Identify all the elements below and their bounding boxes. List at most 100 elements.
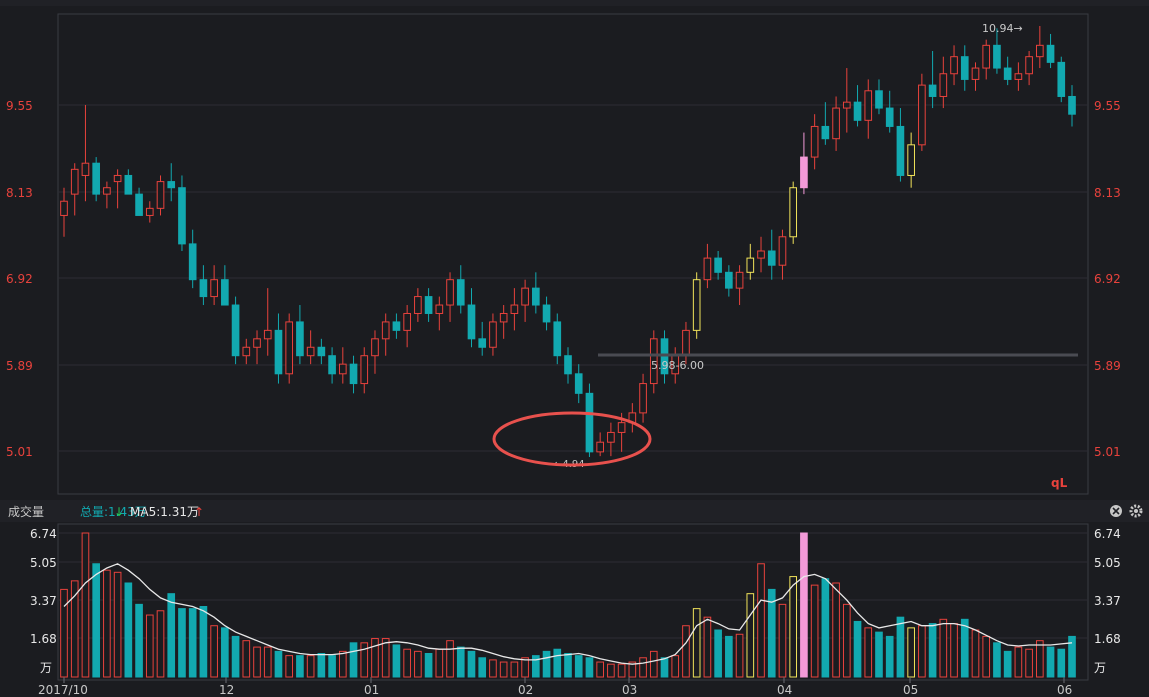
volume-bar [971, 629, 980, 678]
candle-body [371, 338, 379, 357]
volume-bar [1057, 648, 1066, 678]
volume-bar [1068, 635, 1076, 678]
candle-body [60, 200, 68, 216]
volume-tick-right: 6.74 [1094, 527, 1121, 541]
volume-bar [103, 569, 111, 678]
up-arrow-icon: ↑ [194, 505, 204, 519]
candle-body [349, 363, 358, 385]
price-axis-left: 9.55 8.13 6.92 5.89 5.01 [6, 99, 33, 459]
volume-bar [671, 655, 680, 678]
volume-bar [274, 650, 283, 678]
volume-bar [1036, 640, 1044, 678]
candle-body [510, 304, 519, 314]
price-tick-left: 6.92 [6, 272, 33, 286]
candle-body [885, 107, 894, 127]
volume-bar [510, 661, 519, 678]
candle-body [467, 304, 476, 340]
candle-body [542, 304, 551, 323]
volume-bar [574, 655, 583, 678]
candle-body [982, 44, 991, 69]
volume-bar [156, 610, 165, 678]
candle-body [360, 355, 369, 385]
volume-bar [446, 640, 454, 678]
volume-bar [767, 588, 776, 678]
candle-body [1046, 44, 1055, 63]
x-tick: 2017/10 [38, 683, 88, 697]
candle-body [810, 125, 819, 158]
candle-body [692, 279, 701, 331]
volume-bar [371, 638, 379, 678]
volume-bar [778, 603, 787, 678]
price-grid [58, 104, 1088, 452]
candle-body [521, 287, 529, 306]
volume-tick-right: 1.68 [1094, 632, 1121, 646]
candle-body [896, 125, 905, 176]
volume-bar [145, 614, 154, 678]
volume-total-label: 总量:1.43万 [80, 505, 147, 519]
volume-bar [231, 635, 240, 678]
candle-body [210, 279, 218, 298]
low-highlight-circle [492, 411, 652, 467]
volume-bar [757, 563, 765, 678]
candle-body [317, 346, 326, 357]
candle-body [92, 162, 100, 195]
candle-body [242, 346, 251, 357]
gear-icon[interactable] [1129, 504, 1143, 518]
candle-body [918, 84, 926, 146]
volume-bar [414, 650, 422, 678]
volume-bar [199, 605, 208, 678]
candle-body [135, 193, 143, 216]
close-icon[interactable] [1110, 505, 1122, 517]
volume-bar [596, 661, 604, 678]
volume-unit-left: 万 [40, 661, 52, 675]
x-tick-marks [63, 677, 1065, 683]
volume-bar [1025, 648, 1033, 678]
volume-bar [306, 655, 315, 678]
candle-body [1057, 61, 1066, 97]
candle-body [585, 392, 594, 453]
candle-body [532, 287, 540, 306]
volume-panel-frame [57, 523, 1089, 681]
candle-body [178, 187, 186, 245]
volume-bar [907, 627, 915, 678]
candle-body [757, 250, 765, 259]
volume-bar [392, 644, 401, 678]
price-tick-right: 8.13 [1094, 186, 1121, 200]
volume-bar [735, 633, 744, 678]
price-tick-left: 8.13 [6, 186, 33, 200]
price-tick-left: 9.55 [6, 99, 33, 113]
volume-bar [349, 642, 358, 678]
candle-body [263, 329, 272, 340]
volume-bar [60, 588, 68, 678]
candle-body [478, 338, 487, 348]
candle-body [746, 257, 755, 273]
volume-bar [628, 661, 637, 678]
volume-bar [242, 640, 251, 678]
volume-bar [960, 618, 969, 678]
candle-body [596, 441, 604, 453]
candle-body [274, 329, 283, 375]
volume-tick-left: 3.37 [30, 594, 57, 608]
volume-bar [210, 625, 218, 678]
volume-tick-left: 6.74 [30, 527, 57, 541]
candle-body [199, 279, 208, 298]
volume-bar [135, 603, 143, 678]
candle-body [907, 144, 915, 176]
volume-bar [92, 563, 100, 678]
candle-body [167, 181, 176, 189]
price-tick-right: 5.89 [1094, 359, 1121, 373]
volume-bar [263, 646, 272, 678]
volume-bar [317, 652, 326, 678]
volume-bar [167, 593, 176, 678]
x-tick: 06 [1057, 683, 1072, 697]
candle-body [145, 207, 154, 216]
candle-body [553, 321, 562, 357]
volume-unit-right: 万 [1094, 661, 1106, 675]
volume-bar [875, 631, 883, 678]
volume-bar [403, 648, 411, 678]
volume-bar [821, 578, 830, 678]
range-label: 5.98-6.00 [651, 359, 704, 372]
ma5-volume-line [63, 563, 1073, 665]
candle-body [875, 90, 883, 109]
candle-body [607, 431, 615, 443]
